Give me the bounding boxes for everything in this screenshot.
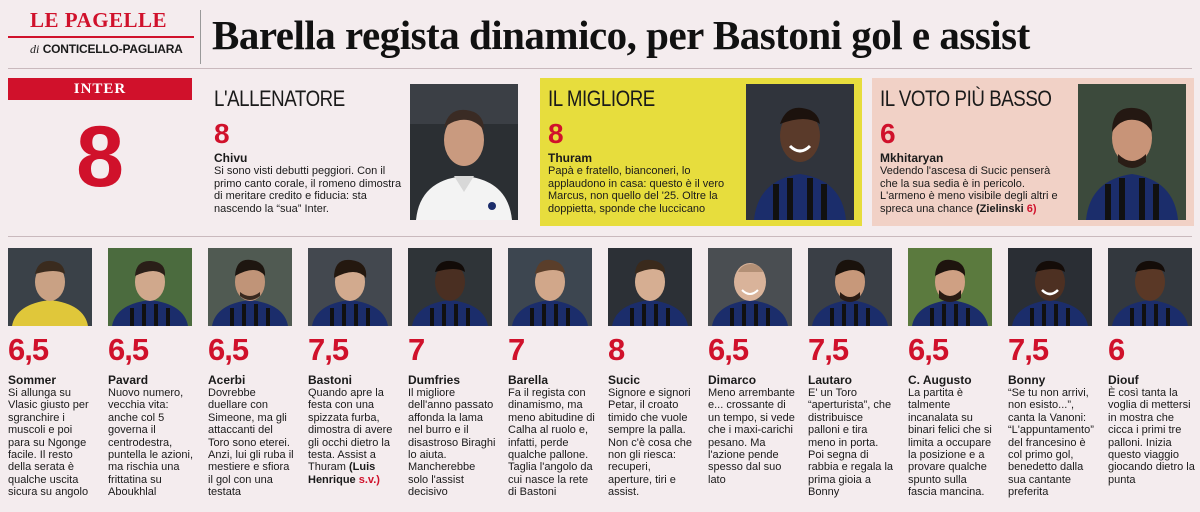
feature-text: Vedendo l'ascesa di Sucic penserà che la… — [880, 165, 1068, 215]
player-name: C. Augusto — [908, 373, 972, 387]
feature-lowest: IL VOTO PIÙ BASSO 6 Mkhitaryan Vedendo l… — [872, 78, 1194, 226]
feature-text: Si sono visti debutti peggiori. Con il p… — [214, 165, 402, 215]
byline-prefix: di — [30, 42, 40, 56]
substitute-score: 6) — [1026, 202, 1037, 215]
player-photo — [908, 248, 992, 326]
best-player-photo — [746, 84, 854, 220]
player-score: 6,5 — [8, 332, 49, 367]
player-photo — [608, 248, 692, 326]
player-comment: È così tanta la voglia di mettersi in mo… — [1108, 387, 1195, 486]
player-comment: Il migliore dell'anno passato affonda la… — [408, 387, 496, 499]
coach-photo — [410, 84, 518, 220]
player-card: 7 Barella Fa il regista con dinamismo, m… — [508, 248, 596, 499]
feature-label: IL VOTO PIÙ BASSO — [880, 86, 1052, 111]
player-photo — [408, 248, 492, 326]
player-name: Sommer — [8, 373, 57, 387]
player-score: 6,5 — [708, 332, 749, 367]
feature-name: Thuram — [548, 151, 593, 165]
player-name: Dumfries — [408, 373, 461, 387]
player-card: 7,5 Lautaro E' un Toro “aperturista”, ch… — [808, 248, 896, 499]
feature-coach: L'ALLENATORE 8 Chivu Si sono visti debut… — [206, 78, 530, 226]
player-card: 6,5 Pavard Nuovo numero, vecchia vita: a… — [108, 248, 196, 499]
player-photo — [308, 248, 392, 326]
player-name: Sucic — [608, 373, 641, 387]
player-name: Bastoni — [308, 373, 353, 387]
player-comment: Dovrebbe duellare con Simeone, ma gli at… — [208, 387, 294, 499]
player-card: 6 Diouf È così tanta la voglia di metter… — [1108, 248, 1196, 486]
lowest-player-photo — [1078, 84, 1186, 220]
substitute-score: s.v.) — [358, 473, 380, 486]
feature-text: Papà e fratello, bianconeri, lo applaudo… — [548, 165, 725, 215]
feature-label: IL MIGLIORE — [548, 86, 655, 111]
player-comment: Quando apre la festa con una spizzata fu… — [308, 387, 396, 486]
header-rule — [8, 68, 1192, 69]
feature-text-body: Vedendo l'ascesa di Sucic penserà che la… — [880, 165, 1058, 215]
feature-name: Chivu — [214, 151, 248, 165]
byline-authors: CONTICELLO-PAGLIARA — [42, 42, 183, 56]
section-title: LE PAGELLE — [30, 8, 168, 32]
player-comment: Si allunga su Vlasic giusto per sgranchi… — [8, 387, 89, 499]
player-comment: Nuovo numero, vecchia vita: anche col 5 … — [108, 387, 194, 499]
player-card: 7,5 Bonny “Se tu non arrivi, non esisto.… — [1008, 248, 1096, 499]
player-comment: Fa il regista con dinamismo, ma meno abi… — [508, 387, 595, 499]
player-photo — [108, 248, 192, 326]
player-name: Pavard — [108, 373, 149, 387]
player-photo — [1008, 248, 1092, 326]
player-name: Lautaro — [808, 373, 853, 387]
feature-score: 6 — [880, 118, 896, 149]
article-headline: Barella regista dinamico, per Bastoni go… — [212, 12, 1030, 58]
player-card: 6,5 C. Augusto La partita è talmente inc… — [908, 248, 996, 499]
brand-divider — [8, 36, 194, 38]
player-card: 8 Sucic Signore e signori Petar, il croa… — [608, 248, 696, 499]
player-photo — [708, 248, 792, 326]
team-score: 8 — [76, 109, 124, 205]
player-score: 6 — [1108, 332, 1125, 367]
player-score: 7 — [408, 332, 425, 367]
player-name: Acerbi — [208, 373, 246, 387]
player-score: 7,5 — [808, 332, 849, 367]
player-name: Barella — [508, 373, 549, 387]
player-photo — [8, 248, 92, 326]
player-photo — [208, 248, 292, 326]
player-card: 6,5 Dimarco Meno arrembante e... crossan… — [708, 248, 796, 486]
substitute-name: (Luis Henrique — [308, 461, 376, 486]
player-card: 7 Dumfries Il migliore dell'anno passato… — [408, 248, 496, 499]
player-score: 6,5 — [108, 332, 149, 367]
player-comment: “Se tu non arrivi, non esisto...”, canta… — [1008, 387, 1094, 499]
byline: di CONTICELLO-PAGLIARA — [8, 40, 194, 58]
player-photo — [508, 248, 592, 326]
team-rating: INTER 8 — [8, 78, 192, 212]
player-comment-body: Quando apre la festa con una spizzata fu… — [308, 387, 393, 474]
header-divider — [200, 10, 201, 64]
feature-score: 8 — [548, 118, 564, 149]
player-photo — [1108, 248, 1192, 326]
player-name: Diouf — [1108, 373, 1139, 387]
player-score: 7,5 — [308, 332, 349, 367]
team-label: INTER — [8, 78, 192, 100]
player-name: Dimarco — [708, 373, 757, 387]
player-comment: E' un Toro “aperturista”, che distribuis… — [808, 387, 894, 499]
feature-score: 8 — [214, 118, 230, 149]
section-brand: LE PAGELLE di CONTICELLO-PAGLIARA — [8, 8, 194, 58]
feature-best: IL MIGLIORE 8 Thuram Papà e fratello, bi… — [540, 78, 862, 226]
player-score: 7 — [508, 332, 525, 367]
player-card: 6,5 Sommer Si allunga su Vlasic giusto p… — [8, 248, 96, 499]
player-comment: Meno arrembante e... crossante di un tem… — [708, 387, 795, 486]
player-score: 6,5 — [208, 332, 249, 367]
feature-label: L'ALLENATORE — [214, 86, 345, 111]
player-photo — [808, 248, 892, 326]
player-card: 7,5 Bastoni Quando apre la festa con una… — [308, 248, 396, 486]
feature-name: Mkhitaryan — [880, 151, 944, 165]
player-score: 8 — [608, 332, 625, 367]
substitute-name: (Zielinski — [976, 202, 1024, 215]
player-score: 6,5 — [908, 332, 949, 367]
player-comment: La partita è talmente incanalata su bina… — [908, 387, 992, 499]
player-score: 7,5 — [1008, 332, 1049, 367]
player-card: 6,5 Acerbi Dovrebbe duellare con Simeone… — [208, 248, 296, 499]
player-name: Bonny — [1008, 373, 1046, 387]
section-rule — [8, 236, 1192, 237]
player-comment: Signore e signori Petar, il croato timid… — [608, 387, 693, 499]
